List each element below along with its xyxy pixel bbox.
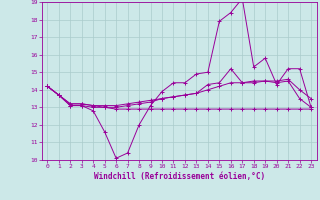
X-axis label: Windchill (Refroidissement éolien,°C): Windchill (Refroidissement éolien,°C) — [94, 172, 265, 181]
